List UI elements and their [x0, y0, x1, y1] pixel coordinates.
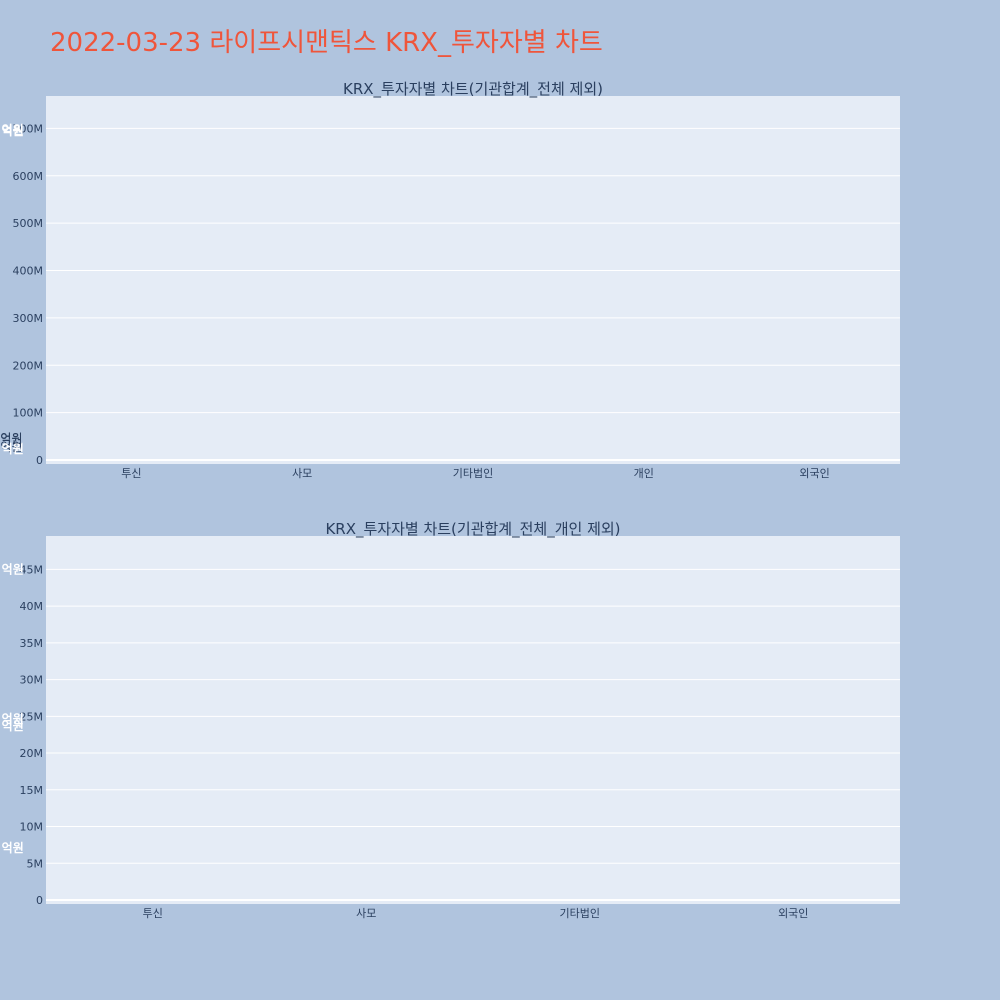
chart-title: KRX_투자자별 차트(기관합계_전체 제외) — [343, 80, 603, 99]
y-tick-label: 500M — [13, 217, 44, 230]
x-tick-label: 외국인 — [799, 467, 829, 480]
y-tick-label: 15M — [20, 784, 44, 797]
y-tick-label: 0 — [36, 454, 43, 467]
chart-1: 0 100M 200M 300M 400M 500M 600M 700M KRX_투자자별 차트… — [0, 80, 900, 480]
x-tick-label: 사모 — [292, 467, 312, 480]
x-tick-label: 투신 — [143, 907, 163, 920]
y-tick-label: 600M — [13, 170, 44, 183]
data-label: 0.3 억원 — [0, 719, 24, 733]
data-label: 0.1 억원 — [0, 440, 22, 454]
data-label: 7.2 억원 — [0, 123, 24, 137]
data-label: 0.5 억원 — [0, 442, 24, 456]
data-label: 7.2 억원 — [0, 124, 24, 138]
data-label: 0.1 억원 — [0, 841, 24, 855]
plot-area — [46, 96, 900, 464]
y-tick-label: 10M — [20, 821, 44, 834]
y-tick-label: 25M — [20, 710, 44, 723]
y-tick-label: 40M — [20, 600, 44, 613]
x-tick-label: 기타법인 — [453, 467, 493, 480]
y-tick-label: 20M — [20, 747, 44, 760]
y-tick-label: 45M — [20, 563, 44, 576]
y-tick-label: 0 — [36, 894, 43, 907]
data-label: 0.3 억원 — [0, 432, 22, 446]
y-tick-label: 200M — [13, 359, 44, 372]
y-tick-label: 100M — [13, 407, 44, 420]
y-tick-label: 400M — [13, 265, 44, 278]
x-tick-label: 투신 — [121, 467, 141, 480]
y-tick-label: 30M — [20, 674, 44, 687]
x-tick-label: 기타법인 — [560, 907, 600, 920]
plot-area — [46, 536, 900, 904]
x-tick-label: 개인 — [634, 467, 654, 480]
y-tick-label: 5M — [27, 857, 44, 870]
y-tick-label: 35M — [20, 637, 44, 650]
page-title: 2022-03-23 라이프시맨틱스 KRX_투자자별 차트 — [50, 28, 603, 58]
y-tick-label: 700M — [13, 122, 44, 135]
data-label: 0.5 억원 — [0, 562, 24, 576]
data-label: 0.3 억원 — [0, 432, 22, 446]
chart-2: 0 5M 10M 15M 20M 25M 30M 35M 40M 45M KRX_투자자별 차트(기… — [0, 520, 900, 920]
chart-title: KRX_투자자별 차트(기관합계_전체_개인 제외) — [325, 520, 620, 539]
y-tick-label: 300M — [13, 312, 44, 325]
data-label: 0.3 억원 — [0, 712, 24, 726]
x-tick-label: 외국인 — [778, 907, 808, 920]
x-tick-label: 사모 — [356, 907, 376, 920]
